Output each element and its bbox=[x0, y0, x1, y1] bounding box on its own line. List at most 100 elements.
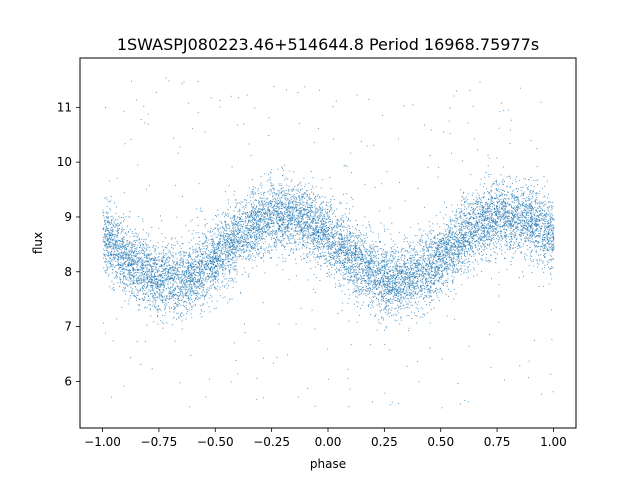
data-point bbox=[342, 241, 344, 243]
data-point bbox=[225, 278, 227, 280]
data-point bbox=[552, 238, 554, 240]
data-point bbox=[361, 277, 363, 279]
data-point bbox=[439, 211, 441, 213]
data-point bbox=[194, 261, 196, 263]
data-point bbox=[256, 245, 258, 247]
data-point bbox=[464, 235, 466, 236]
data-point bbox=[278, 209, 280, 211]
data-point bbox=[297, 213, 299, 215]
data-point bbox=[373, 265, 375, 267]
data-point bbox=[171, 237, 173, 239]
data-point bbox=[409, 273, 411, 275]
data-point bbox=[426, 280, 428, 282]
data-point bbox=[304, 242, 306, 244]
data-point bbox=[142, 246, 144, 248]
data-point bbox=[439, 247, 441, 248]
data-point bbox=[171, 296, 173, 298]
data-point bbox=[137, 268, 139, 270]
data-point bbox=[178, 296, 180, 298]
data-point bbox=[109, 267, 111, 269]
data-point bbox=[514, 226, 516, 228]
data-point bbox=[354, 277, 356, 279]
data-point bbox=[312, 252, 314, 254]
data-point bbox=[271, 249, 273, 251]
data-point bbox=[430, 292, 432, 294]
data-point bbox=[533, 339, 535, 341]
data-point bbox=[470, 214, 471, 215]
data-point bbox=[517, 223, 519, 225]
data-point bbox=[412, 282, 414, 284]
data-point bbox=[442, 256, 444, 258]
data-point bbox=[547, 244, 549, 246]
data-point bbox=[475, 245, 477, 247]
data-point bbox=[109, 253, 111, 255]
data-point bbox=[549, 229, 551, 230]
data-point bbox=[164, 295, 166, 297]
data-point bbox=[406, 297, 408, 299]
data-point bbox=[320, 226, 322, 228]
data-point bbox=[425, 274, 427, 276]
data-point bbox=[162, 300, 164, 302]
data-point bbox=[330, 249, 332, 250]
data-point bbox=[141, 269, 143, 271]
data-point bbox=[481, 258, 483, 260]
data-point bbox=[187, 295, 189, 297]
data-point bbox=[372, 259, 374, 261]
data-point bbox=[474, 252, 476, 254]
data-point bbox=[152, 278, 153, 280]
data-point bbox=[319, 209, 321, 211]
data-point bbox=[370, 281, 372, 283]
data-point bbox=[401, 270, 403, 272]
data-point bbox=[509, 223, 511, 225]
data-point bbox=[438, 166, 440, 168]
data-point bbox=[393, 275, 395, 277]
data-point bbox=[508, 242, 510, 243]
data-point bbox=[160, 253, 162, 255]
data-point bbox=[310, 188, 312, 190]
data-point bbox=[316, 208, 318, 210]
data-point bbox=[463, 254, 465, 256]
data-point bbox=[431, 241, 433, 243]
data-point bbox=[382, 265, 384, 267]
data-point bbox=[182, 261, 183, 263]
data-point bbox=[404, 258, 406, 260]
data-point bbox=[445, 266, 447, 268]
data-point bbox=[210, 265, 212, 267]
data-point bbox=[215, 272, 217, 274]
data-point bbox=[423, 267, 425, 268]
data-point bbox=[460, 226, 462, 227]
data-point bbox=[261, 184, 263, 186]
data-point bbox=[102, 240, 104, 242]
data-point bbox=[240, 237, 242, 239]
data-point bbox=[166, 273, 168, 275]
data-point bbox=[546, 225, 548, 227]
data-point bbox=[359, 245, 361, 247]
data-point bbox=[496, 205, 498, 206]
data-point bbox=[306, 223, 308, 225]
data-point bbox=[290, 229, 292, 230]
data-point bbox=[166, 244, 168, 246]
data-point bbox=[166, 265, 167, 267]
data-point bbox=[129, 251, 130, 253]
data-point bbox=[138, 269, 140, 271]
data-point bbox=[296, 217, 297, 219]
data-point bbox=[510, 119, 512, 121]
data-point bbox=[544, 218, 546, 220]
data-point bbox=[540, 202, 542, 204]
data-point bbox=[447, 239, 449, 241]
data-point bbox=[496, 209, 498, 211]
data-point bbox=[394, 268, 396, 270]
data-point bbox=[121, 231, 123, 233]
data-point bbox=[385, 307, 387, 309]
data-point bbox=[204, 236, 206, 238]
data-point bbox=[256, 237, 257, 239]
data-point bbox=[514, 178, 516, 180]
data-point bbox=[520, 222, 522, 224]
data-point bbox=[405, 284, 407, 286]
data-point bbox=[321, 232, 323, 234]
data-point bbox=[226, 241, 227, 243]
data-point bbox=[351, 279, 353, 281]
data-point bbox=[281, 208, 283, 210]
data-point bbox=[361, 286, 363, 288]
data-point bbox=[122, 289, 123, 291]
